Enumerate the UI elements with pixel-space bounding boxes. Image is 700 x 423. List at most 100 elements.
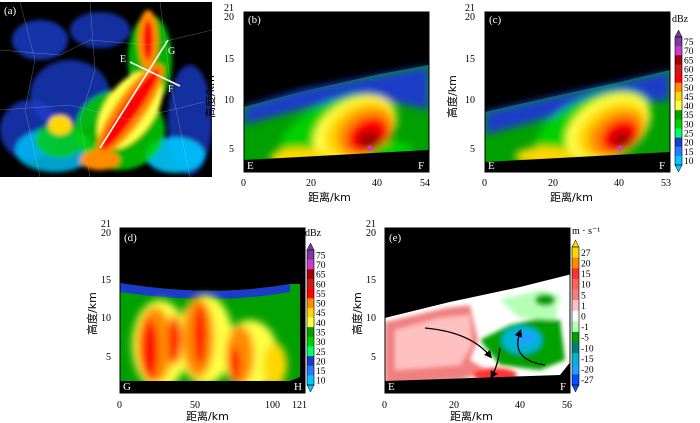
colorbar-dbz-top-tick-label: 60 (684, 66, 694, 76)
panel-c: (c) E F 5 10 15 20 21 0 20 40 53 距离/km 高… (445, 3, 671, 204)
panel-c-ytick-15: 15 (465, 54, 475, 65)
colorbar-velocity-swatch (572, 374, 579, 386)
section-line-ef (99, 39, 169, 149)
colorbar-velocity-unit: m · s⁻¹ (572, 226, 600, 237)
colorbar-dbz-bottom-tick-label: 55 (316, 290, 326, 300)
colorbar-velocity-swatch (572, 247, 579, 258)
colorbar-velocity-swatch (572, 257, 579, 269)
colorbar-velocity-swatch (572, 310, 579, 322)
panel-e-ytick-20: 20 (366, 228, 376, 239)
panel-e-ytick-15: 15 (366, 275, 376, 286)
colorbar-velocity-arrow-top (571, 239, 580, 248)
panel-c-xlabel: 距离/km (550, 190, 593, 204)
panel-b-xtick-0: 0 (241, 178, 246, 189)
colorbar-dbz-bottom-tick-label: 30 (316, 338, 326, 348)
colorbar-dbz-top-tick-label: 40 (684, 102, 694, 112)
panel-b-end: F (418, 160, 424, 172)
colorbar-velocity-tick-label: -10 (581, 344, 594, 354)
panel-b-yticks: 5 10 15 20 21 (224, 3, 234, 155)
panel-e-yticks: 5 10 15 20 21 (366, 219, 376, 363)
colorbar-dbz-bottom-swatch (307, 278, 314, 289)
panel-b-ytick-10: 10 (224, 95, 234, 106)
panel-c-start: E (488, 160, 495, 172)
colorbar-dbz-bottom-swatch (307, 346, 314, 357)
colorbar-velocity-tick-label: -27 (581, 376, 594, 386)
panel-e-xtick-56: 56 (562, 400, 572, 411)
colorbar-dbz-bottom-swatch (307, 298, 314, 309)
panel-e-xticks: 0 20 40 56 (382, 400, 572, 411)
colorbar-dbz-top-tick-label: 35 (684, 111, 694, 121)
colorbar-velocity-tick-label: 0 (581, 313, 586, 323)
panel-d-start: G (123, 381, 131, 393)
colorbar-velocity-swatch (572, 289, 579, 301)
panel-d: (d) G H 5 10 15 20 21 0 50 100 121 距离/km… (85, 219, 307, 423)
panel-d-ytick-20: 20 (101, 228, 111, 239)
colorbar-velocity-tick-label: -20 (581, 366, 594, 376)
panel-e-end: F (560, 381, 566, 393)
colorbar-dbz-bottom-arrow-top (306, 242, 315, 251)
colorbar-dbz-top-swatch (675, 137, 682, 148)
panel-d-xtick-50: 50 (190, 400, 200, 411)
panel-e-xtick-20: 20 (449, 400, 459, 411)
panel-e-flow-arrow-3 (514, 329, 546, 366)
colorbar-dbz-top-arrow-top (674, 29, 683, 38)
panel-c-xtick-0: 0 (482, 178, 487, 189)
colorbar-velocity-tick-label: -5 (581, 334, 589, 344)
panel-e-xtick-40: 40 (515, 400, 525, 411)
colorbar-dbz-bottom-swatch (307, 288, 314, 299)
panel-d-end: H (294, 381, 302, 393)
colorbar-velocity-tick-label: 15 (581, 270, 591, 280)
panel-e-start: E (388, 381, 395, 393)
colorbar-velocity-swatch (572, 300, 579, 311)
colorbar-dbz-bottom-tick-label: 75 (316, 251, 326, 261)
panel-e-flow-arrow-1 (424, 327, 492, 359)
panel-d-tag: (d) (124, 232, 137, 244)
panel-c-xtick-40: 40 (614, 178, 624, 189)
colorbar-dbz-top-tick-label: 30 (684, 120, 694, 130)
panel-c-xticks: 0 20 40 53 (482, 178, 671, 189)
panel-e-tag: (e) (389, 232, 402, 244)
panel-b-xticks: 0 20 40 54 (241, 178, 430, 189)
colorbar-dbz-top-tick-label: 50 (684, 84, 694, 94)
panel-c-ytick-5: 5 (470, 144, 475, 155)
panel-d-xlabel: 距离/km (186, 409, 229, 423)
colorbar-dbz-bottom-swatch (307, 269, 314, 280)
colorbar-dbz-bottom-tick-label: 10 (316, 377, 326, 387)
colorbar-dbz-top-tick-label: 15 (684, 148, 694, 158)
panel-b-xtick-20: 20 (306, 178, 316, 189)
colorbar-dbz-top-swatch (675, 110, 682, 120)
colorbar-dbz-bottom-swatch (307, 307, 314, 318)
panel-b-ytick-15: 15 (224, 54, 234, 65)
colorbar-dbz-bottom-tick-label: 60 (316, 280, 326, 290)
colorbar-velocity-swatch (572, 342, 579, 354)
panel-e-ytick-21: 21 (366, 219, 376, 230)
colorbar-velocity-tick-label: 1 (581, 302, 586, 312)
colorbar-velocity-swatch (572, 353, 579, 365)
colorbar-dbz-top-swatch (675, 119, 682, 129)
colorbar-dbz-top-swatch (675, 46, 682, 56)
colorbar-dbz-bottom-unit: dBz (305, 228, 322, 239)
colorbar-dbz-top-tick-label: 25 (684, 130, 694, 140)
panel-d-ylabel: 高度/km (85, 292, 99, 335)
colorbar-dbz-top-tick-label: 70 (684, 47, 694, 57)
colorbar-dbz-bottom-swatch (307, 336, 314, 347)
panel-b: (b) E F 5 10 15 20 21 0 20 40 54 距离/km 高… (203, 3, 430, 204)
panel-e-ytick-5: 5 (371, 352, 376, 363)
colorbar-dbz-bottom-swatch (307, 365, 314, 376)
colorbar-velocity-tick-label: 10 (581, 281, 591, 291)
panel-e-ytick-10: 10 (366, 313, 376, 324)
colorbar-dbz-bottom-tick-label: 50 (316, 300, 326, 310)
colorbar-velocity-tick-label: 27 (581, 249, 591, 259)
panel-e-xtick-0: 0 (382, 400, 387, 411)
colorbar-dbz-bottom-arrow-bottom (306, 384, 315, 393)
panel-b-ytick-5: 5 (229, 144, 234, 155)
panel-a-tag: (a) (4, 5, 17, 17)
panel-c-xtick-20: 20 (548, 178, 558, 189)
panel-d-xtick-121: 121 (292, 400, 307, 411)
section-line-gh (129, 61, 181, 87)
panel-b-ytick-20: 20 (224, 12, 234, 23)
colorbar-dbz-bottom-swatch (307, 375, 314, 386)
